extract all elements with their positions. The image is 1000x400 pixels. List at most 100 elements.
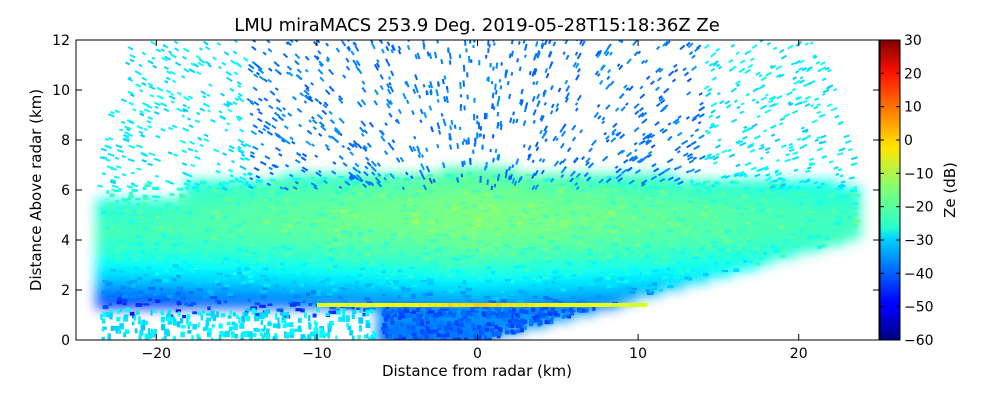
echo-speck: [482, 220, 487, 223]
field-cell: [369, 261, 380, 271]
field-cell: [529, 236, 540, 246]
echo-speck: [320, 255, 324, 258]
field-cell: [601, 229, 612, 240]
field-cell: [224, 286, 235, 296]
echo-speck: [836, 216, 843, 219]
field-cell: [561, 173, 572, 184]
sparse-echo: [496, 173, 501, 182]
echo-speck: [398, 232, 403, 237]
field-cell: [513, 254, 524, 265]
field-cell: [714, 248, 725, 259]
echo-speck: [400, 253, 405, 258]
sparse-echo: [314, 154, 319, 158]
echo-speck: [137, 256, 144, 260]
field-cell: [168, 267, 179, 278]
sparse-echo: [485, 161, 488, 169]
sparse-echo: [247, 67, 254, 73]
field-cell: [537, 179, 548, 190]
echo-speck: [286, 232, 293, 235]
echo-speck: [561, 220, 568, 224]
echo-speck: [506, 245, 512, 249]
field-cell: [473, 173, 484, 184]
field-cell: [417, 236, 428, 246]
sparse-echo: [691, 54, 696, 59]
echo-speck: [462, 177, 466, 181]
sparse-echo: [352, 142, 358, 149]
sparse-echo: [405, 99, 410, 105]
field-cell: [585, 242, 596, 253]
echo-speck: [699, 248, 704, 251]
sparse-echo: [257, 117, 263, 123]
sparse-echo: [190, 163, 196, 168]
echo-speck: [241, 225, 245, 229]
sparse-echo: [555, 103, 560, 108]
sparse-echo: [255, 71, 261, 76]
sparse-echo: [326, 147, 331, 152]
echo-speck: [706, 243, 712, 248]
field-cell: [393, 329, 404, 340]
echo-speck: [608, 273, 614, 276]
echo-speck: [328, 310, 334, 314]
echo-speck: [151, 229, 155, 233]
echo-speck: [475, 224, 481, 227]
field-cell: [794, 217, 805, 228]
sparse-echo: [650, 144, 656, 149]
field-cell: [224, 211, 235, 221]
field-cell: [770, 223, 781, 234]
field-cell: [369, 217, 380, 228]
echo-speck: [744, 223, 750, 227]
echo-speck: [444, 205, 452, 209]
sparse-echo: [147, 82, 154, 87]
echo-speck: [466, 223, 472, 226]
echo-speck: [255, 263, 262, 266]
field-cell: [585, 261, 596, 271]
echo-speck: [532, 295, 538, 298]
sparse-echo: [323, 101, 329, 107]
echo-speck: [793, 244, 800, 248]
field-cell: [786, 242, 797, 253]
echo-speck: [696, 189, 702, 193]
echo-speck: [462, 228, 466, 232]
echo-speck: [611, 198, 615, 202]
field-cell: [144, 286, 155, 296]
sparse-echo: [801, 137, 806, 141]
field-cell: [144, 279, 155, 290]
field-cell: [762, 198, 773, 209]
field-cell: [802, 198, 813, 209]
field-cell: [529, 248, 540, 259]
echo-speck: [236, 224, 243, 229]
field-cell: [714, 204, 725, 215]
field-cell: [537, 254, 548, 265]
sparse-echo: [736, 83, 741, 88]
bright-band-cell: [359, 303, 363, 307]
field-cell: [561, 292, 572, 303]
sparse-echo: [698, 113, 705, 118]
sparse-echo: [229, 174, 234, 178]
echo-speck: [660, 186, 667, 189]
field-cell: [473, 317, 484, 328]
field-cell: [144, 223, 155, 234]
echo-speck: [366, 185, 374, 189]
field-cell: [642, 217, 653, 228]
echo-speck: [223, 257, 230, 261]
field-cell: [272, 267, 283, 278]
field-cell: [216, 211, 227, 221]
field-cell: [481, 198, 492, 209]
field-cell: [304, 192, 315, 203]
echo-speck: [228, 213, 234, 216]
sparse-echo: [535, 146, 540, 152]
echo-speck: [484, 296, 490, 299]
echo-speck: [425, 232, 431, 236]
echo-speck: [575, 248, 580, 252]
field-cell: [465, 242, 476, 253]
echo-speck: [671, 224, 676, 228]
field-cell: [497, 211, 508, 221]
sparse-echo: [288, 40, 290, 41]
field-cell: [144, 211, 155, 221]
field-cell: [369, 179, 380, 190]
sparse-echo: [564, 92, 570, 100]
field-cell: [473, 223, 484, 234]
echo-speck: [726, 238, 730, 243]
echo-speck: [411, 212, 419, 217]
echo-speck: [154, 255, 161, 260]
